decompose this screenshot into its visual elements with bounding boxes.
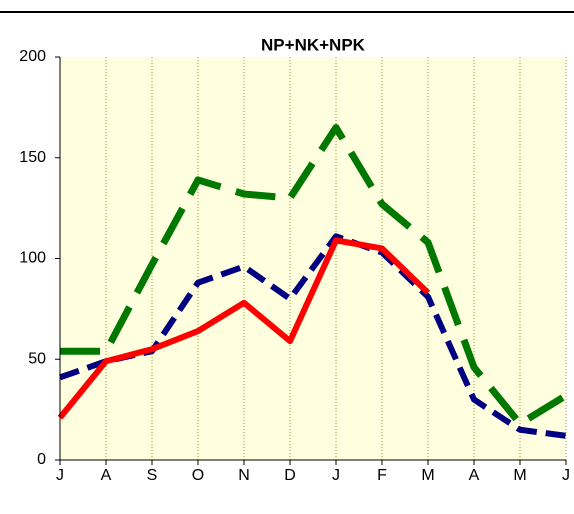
x-tick-label: J [332, 467, 340, 484]
series-line [57, 237, 431, 420]
x-tick-label: A [101, 467, 112, 484]
x-tick-label: J [56, 467, 64, 484]
x-tick-label: M [421, 467, 434, 484]
series-line [60, 124, 568, 428]
y-tick-label: 0 [37, 451, 46, 468]
x-tick-label: D [284, 467, 296, 484]
y-tick-label: 200 [19, 48, 46, 65]
lines [57, 124, 568, 439]
chart-title: NP+NK+NPK [261, 35, 366, 54]
x-tick-label: A [469, 467, 480, 484]
plot-area [60, 57, 566, 460]
x-tick-label: O [192, 467, 204, 484]
x-tick-label: F [377, 467, 387, 484]
x-tick-label: N [238, 467, 250, 484]
x-tick-label: S [147, 467, 158, 484]
y-tick-label: 150 [19, 149, 46, 166]
y-tick-label: 100 [19, 250, 46, 267]
x-tick-label: M [513, 467, 526, 484]
x-tick-label: J [562, 467, 570, 484]
grid [105, 57, 567, 460]
y-tick-label: 50 [28, 350, 46, 367]
